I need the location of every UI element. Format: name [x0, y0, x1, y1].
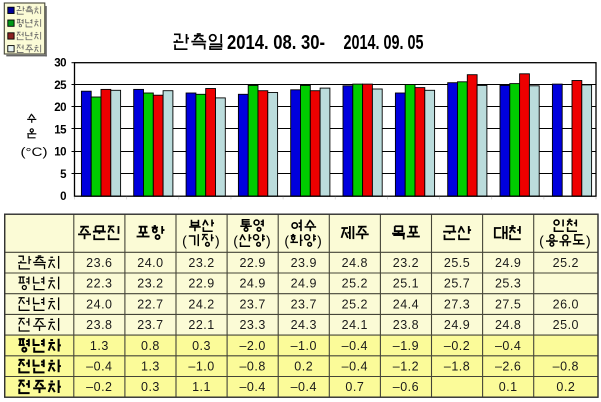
svg-text:0.3: 0.3 — [192, 339, 211, 353]
svg-text:25.2: 25.2 — [342, 277, 368, 291]
svg-text:1.1: 1.1 — [192, 380, 211, 394]
svg-text:–1.0: –1.0 — [291, 339, 317, 353]
svg-text:–1.8: –1.8 — [444, 359, 470, 373]
svg-text:23.8: 23.8 — [393, 318, 419, 332]
svg-text:(: ( — [284, 233, 289, 249]
svg-text:–0.4: –0.4 — [291, 380, 317, 394]
svg-text:25.7: 25.7 — [444, 277, 470, 291]
svg-text:–2.6: –2.6 — [495, 359, 521, 373]
svg-text:27.3: 27.3 — [444, 297, 470, 311]
svg-text:1.3: 1.3 — [141, 359, 160, 373]
svg-text:24.3: 24.3 — [291, 318, 317, 332]
svg-text:25.3: 25.3 — [495, 277, 521, 291]
svg-text:30: 30 — [54, 58, 66, 70]
svg-text:0.2: 0.2 — [294, 359, 313, 373]
svg-text:0.1: 0.1 — [499, 380, 518, 394]
svg-text:(: ( — [539, 233, 544, 249]
svg-text:23.7: 23.7 — [137, 318, 163, 332]
svg-text:27.5: 27.5 — [495, 297, 521, 311]
svg-text:–0.6: –0.6 — [393, 380, 419, 394]
svg-text:–0.4: –0.4 — [342, 359, 368, 373]
svg-text:20: 20 — [54, 102, 66, 114]
svg-text:22.9: 22.9 — [188, 277, 214, 291]
svg-text:24.0: 24.0 — [137, 256, 163, 270]
svg-text:0.3: 0.3 — [141, 380, 160, 394]
svg-text:24.1: 24.1 — [342, 318, 368, 332]
svg-text:24.0: 24.0 — [86, 297, 112, 311]
svg-text:0: 0 — [60, 191, 66, 203]
svg-text:–1.0: –1.0 — [188, 359, 214, 373]
svg-text:(°C): (°C) — [21, 147, 48, 159]
svg-text:0.8: 0.8 — [141, 339, 160, 353]
svg-text:24.9: 24.9 — [239, 277, 265, 291]
svg-text:25: 25 — [54, 80, 67, 92]
svg-text:–0.4: –0.4 — [86, 359, 112, 373]
svg-text:25.0: 25.0 — [553, 318, 579, 332]
svg-text:0.2: 0.2 — [556, 380, 575, 394]
svg-text:22.1: 22.1 — [188, 318, 214, 332]
svg-text:24.9: 24.9 — [291, 277, 317, 291]
svg-text:25.2: 25.2 — [342, 297, 368, 311]
svg-text:23.3: 23.3 — [239, 318, 265, 332]
svg-text:24.8: 24.8 — [495, 318, 521, 332]
svg-text:26.0: 26.0 — [553, 297, 579, 311]
svg-text:23.8: 23.8 — [86, 318, 112, 332]
svg-text:23.2: 23.2 — [137, 277, 163, 291]
svg-text:5: 5 — [60, 169, 67, 181]
svg-text:–0.8: –0.8 — [553, 359, 579, 373]
svg-text:15: 15 — [54, 124, 67, 136]
svg-text:10: 10 — [54, 147, 66, 159]
svg-text:25.1: 25.1 — [393, 277, 419, 291]
svg-text:): ) — [586, 233, 591, 249]
svg-text:24.8: 24.8 — [342, 256, 368, 270]
svg-text:): ) — [266, 233, 271, 249]
svg-text:(: ( — [182, 233, 187, 249]
svg-text:–1.9: –1.9 — [393, 339, 419, 353]
svg-text:22.9: 22.9 — [239, 256, 265, 270]
svg-text:22.3: 22.3 — [86, 277, 112, 291]
svg-text:): ) — [215, 233, 220, 249]
svg-text:–0.4: –0.4 — [495, 339, 521, 353]
svg-text:24.4: 24.4 — [393, 297, 419, 311]
svg-text:22.7: 22.7 — [137, 297, 163, 311]
svg-text:23.7: 23.7 — [239, 297, 265, 311]
svg-text:2014. 08. 30-: 2014. 08. 30- — [227, 31, 325, 54]
svg-text:23.2: 23.2 — [393, 256, 419, 270]
svg-text:–0.4: –0.4 — [239, 380, 265, 394]
svg-text:–2.0: –2.0 — [239, 339, 265, 353]
svg-text:23.6: 23.6 — [86, 256, 112, 270]
svg-text:24.9: 24.9 — [444, 318, 470, 332]
svg-text:0.7: 0.7 — [345, 380, 364, 394]
svg-text:–0.4: –0.4 — [342, 339, 368, 353]
svg-text:–0.2: –0.2 — [444, 339, 470, 353]
svg-text:24.2: 24.2 — [188, 297, 214, 311]
svg-text:–0.8: –0.8 — [239, 359, 265, 373]
svg-text:25.5: 25.5 — [444, 256, 470, 270]
svg-text:25.2: 25.2 — [553, 256, 579, 270]
svg-text:): ) — [317, 233, 322, 249]
svg-text:23.7: 23.7 — [291, 297, 317, 311]
svg-text:(: ( — [233, 233, 238, 249]
svg-text:23.9: 23.9 — [291, 256, 317, 270]
svg-text:1.3: 1.3 — [90, 339, 109, 353]
svg-text:–0.2: –0.2 — [86, 380, 112, 394]
svg-text:24.9: 24.9 — [495, 256, 521, 270]
svg-text:2014. 09. 05: 2014. 09. 05 — [344, 31, 424, 54]
svg-text:23.2: 23.2 — [188, 256, 214, 270]
svg-text:–1.2: –1.2 — [393, 359, 419, 373]
